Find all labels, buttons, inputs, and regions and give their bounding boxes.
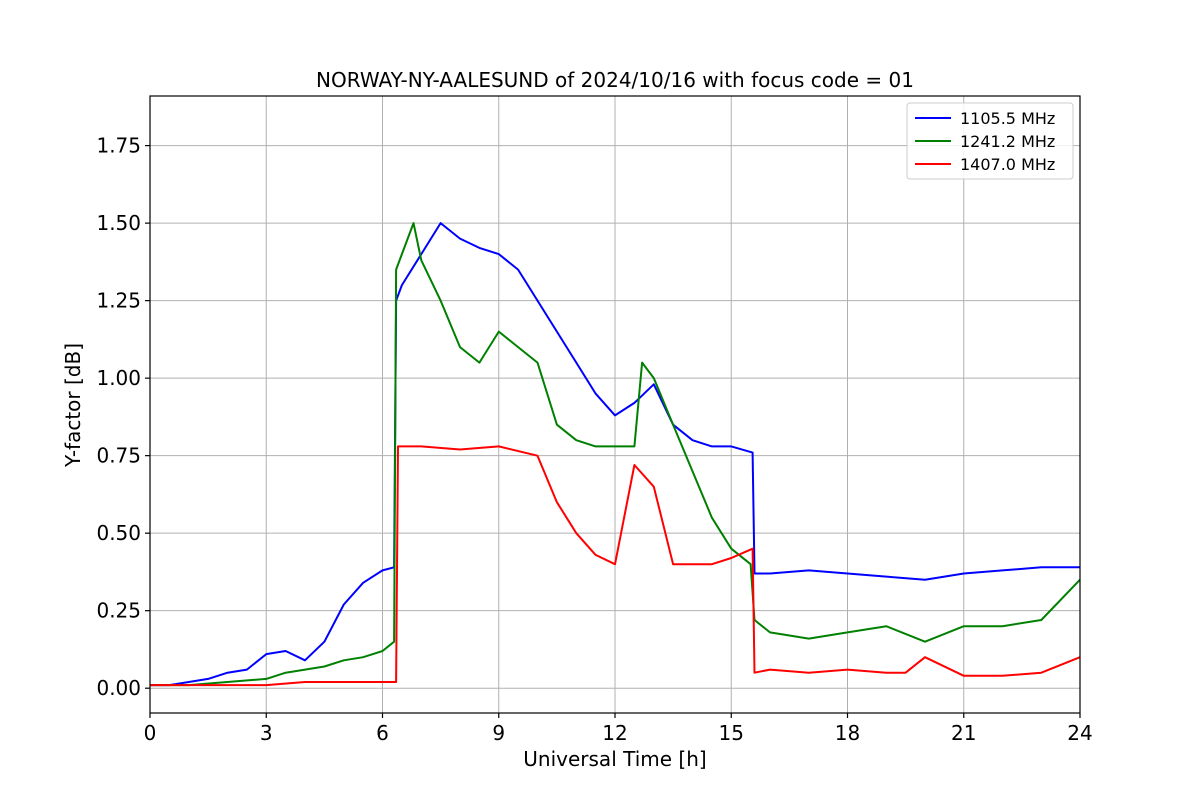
series-line-1: [150, 222, 1080, 687]
y-axis-label: Y-factor [dB]: [61, 343, 85, 468]
y-tick-label: 0.50: [96, 521, 141, 545]
y-axis: 0.00 0.25 0.50 0.75 1.00 1.25 1.50 1.75: [96, 134, 150, 700]
x-tick-label: 21: [951, 721, 976, 745]
legend-entry: 1407.0 MHz: [960, 155, 1055, 174]
y-tick-label: 1.50: [96, 211, 141, 235]
y-tick-label: 0.00: [96, 676, 141, 700]
grid: [149, 96, 1081, 713]
y-tick-label: 1.00: [96, 366, 141, 390]
x-tick-label: 0: [144, 721, 157, 745]
legend-box: [906, 102, 1074, 180]
y-tick-label: 0.25: [96, 599, 141, 623]
series-line-2: [150, 222, 1081, 687]
x-axis: 0 3 6 9 12 15 18 21 24: [144, 713, 1093, 745]
x-tick-label: 24: [1067, 721, 1092, 745]
y-tick-label: 1.75: [96, 134, 141, 158]
legend-entry: 1105.5 MHz: [960, 109, 1055, 128]
x-tick-label: 6: [376, 721, 389, 745]
y-tick-label: 0.75: [96, 444, 141, 468]
series-line-3: [150, 445, 1081, 687]
x-axis-label: Universal Time [h]: [523, 747, 706, 771]
x-tick-label: 3: [260, 721, 273, 745]
x-tick-label: 9: [492, 721, 505, 745]
chart-title: NORWAY-NY-AALESUND of 2024/10/16 with fo…: [316, 68, 914, 92]
x-tick-label: 15: [719, 721, 744, 745]
x-tick-label: 18: [835, 721, 860, 745]
legend-entry: 1241.2 MHz: [960, 132, 1055, 151]
y-tick-label: 1.25: [96, 289, 141, 313]
legend: 1105.5 MHz 1241.2 MHz 1407.0 MHz: [906, 102, 1074, 180]
x-tick-label: 12: [602, 721, 627, 745]
series-layer: [150, 222, 1081, 687]
